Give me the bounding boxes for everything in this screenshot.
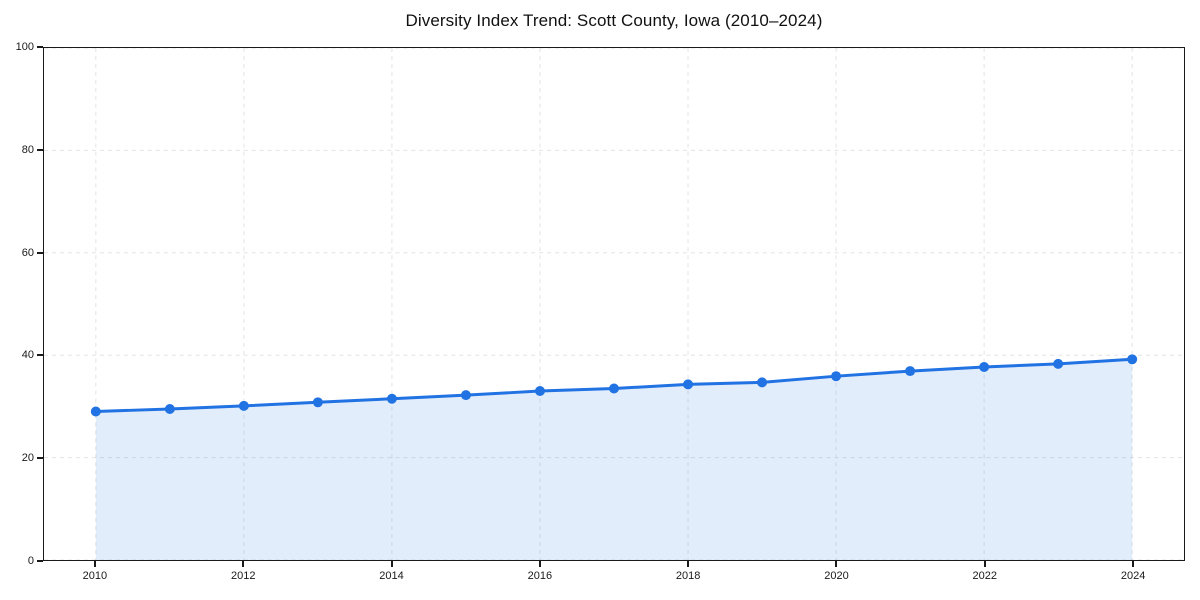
area-fill <box>95 359 1133 560</box>
data-point <box>460 390 471 401</box>
plot-area <box>43 47 1185 561</box>
data-point <box>831 371 842 382</box>
y-axis-tick <box>37 560 43 562</box>
x-axis-tick-label: 2020 <box>824 570 849 582</box>
x-axis-tick-label: 2022 <box>972 570 998 582</box>
x-axis-tick-label: 2014 <box>379 570 404 582</box>
data-point <box>238 400 249 411</box>
x-axis-tick-label: 2018 <box>675 570 701 582</box>
x-axis-tick <box>390 561 393 567</box>
x-axis-tick <box>1132 561 1135 567</box>
x-axis-tick-label: 2010 <box>82 570 108 582</box>
data-point <box>534 386 545 397</box>
y-axis-tick-label: 20 <box>21 452 34 465</box>
x-axis-tick <box>242 561 245 567</box>
x-axis-tick <box>687 561 690 567</box>
chart-svg <box>44 48 1184 560</box>
data-point <box>979 361 990 372</box>
y-axis-tick <box>37 148 43 151</box>
data-point <box>905 366 916 377</box>
y-axis-tick <box>37 457 43 460</box>
y-axis-tick-label: 60 <box>21 246 34 259</box>
data-point <box>386 393 397 404</box>
data-point <box>1053 358 1064 369</box>
chart-title: Diversity Index Trend: Scott County, Iow… <box>405 11 823 30</box>
y-axis-tick-label: 100 <box>15 41 34 53</box>
x-axis-tick <box>835 561 838 567</box>
data-point <box>90 406 101 417</box>
x-axis-tick <box>983 561 986 567</box>
x-axis-tick <box>93 561 96 567</box>
data-point <box>609 383 619 394</box>
y-axis-tick <box>37 354 43 357</box>
x-axis-tick-label: 2012 <box>230 570 256 582</box>
data-point <box>1127 354 1138 365</box>
y-axis-tick-label: 80 <box>21 143 34 156</box>
data-point <box>312 397 323 408</box>
y-axis-tick-label: 40 <box>21 349 34 362</box>
y-axis-tick <box>37 46 43 48</box>
y-axis-tick <box>37 251 43 254</box>
x-axis-tick <box>538 561 541 567</box>
x-axis-tick-label: 2016 <box>527 570 553 582</box>
data-point <box>683 379 694 390</box>
data-point <box>164 403 175 414</box>
x-axis-tick-label: 2024 <box>1120 570 1146 582</box>
data-point <box>757 377 768 388</box>
y-axis-tick-label: 0 <box>27 555 34 567</box>
